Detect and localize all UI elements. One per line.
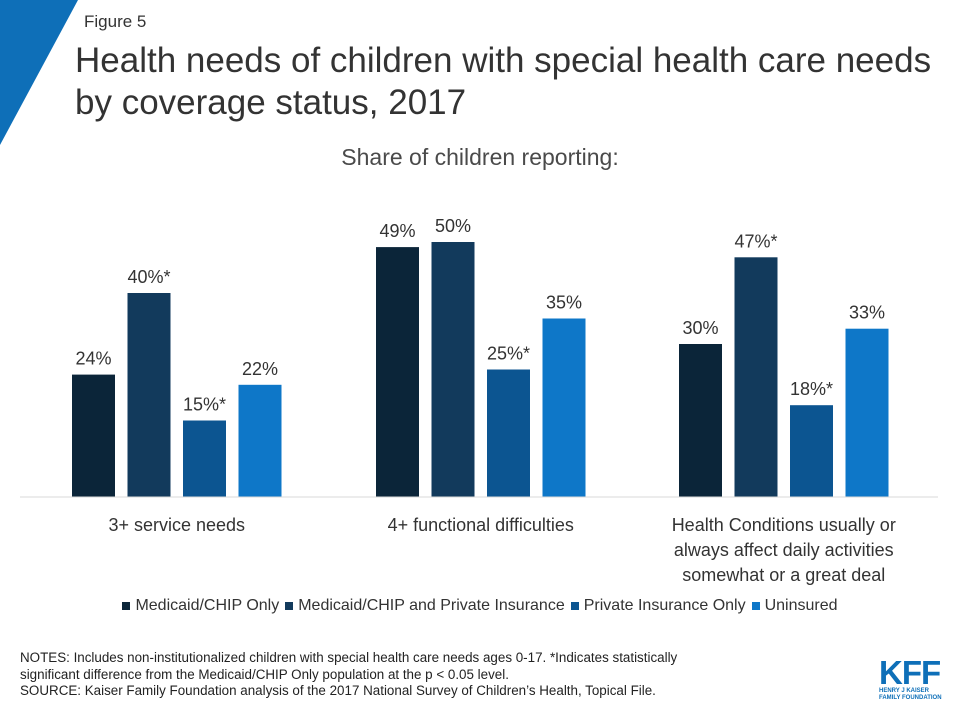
data-label: 33%	[849, 303, 885, 323]
value-labels-group: 24% 40%* 15%* 22% 49% 50% 25%* 35% 30% 47%* 18%* 33…	[75, 216, 885, 415]
category-label: 3+ service needs	[108, 515, 245, 535]
data-label: 49%	[379, 221, 415, 241]
category-label: 4+ functional difficulties	[388, 515, 574, 535]
figure-label: Figure 5	[84, 12, 147, 31]
corner-triangle	[0, 0, 78, 145]
legend-label: Uninsured	[764, 597, 838, 614]
bar	[183, 420, 226, 497]
bar	[376, 247, 419, 497]
data-label: 22%	[242, 359, 278, 379]
legend-swatch	[570, 602, 579, 610]
data-label: 50%	[435, 216, 471, 236]
legend-item: Medicaid/CHIP Only	[122, 597, 279, 615]
bar	[845, 328, 889, 497]
data-label: 15%*	[183, 395, 226, 415]
notes: NOTES: Includes non-institutionalized ch…	[20, 650, 820, 700]
data-label: 30%	[682, 318, 718, 338]
bar	[487, 369, 530, 497]
bar	[127, 293, 171, 497]
kff-logo: KFF HENRY J KAISER FAMILY FOUNDATION	[879, 654, 945, 702]
bar-chart: 24% 40%* 15%* 22% 49% 50% 25%* 35% 30% 47%* 18%* 33…	[20, 216, 938, 585]
notes-line: significant difference from the Medicaid…	[20, 666, 509, 682]
bar	[238, 384, 282, 497]
category-label: Health Conditions usually or	[672, 515, 896, 535]
legend-swatch	[122, 602, 131, 610]
category-label: always affect daily activities	[674, 540, 894, 560]
legend-label: Medicaid/CHIP and Private Insurance	[298, 597, 565, 614]
legend-item: Medicaid/CHIP and Private Insurance	[285, 597, 565, 615]
category-label: somewhat or a great deal	[682, 565, 885, 585]
bar	[431, 242, 475, 497]
data-label: 47%*	[734, 231, 777, 251]
data-label: 40%*	[127, 267, 170, 287]
data-label: 35%	[546, 293, 582, 313]
data-label: 25%*	[487, 344, 530, 364]
logo-subtext: FAMILY FOUNDATION	[879, 695, 942, 701]
legend-item: Private Insurance Only	[570, 597, 746, 615]
legend-label: Medicaid/CHIP Only	[135, 597, 280, 614]
data-label: 18%*	[790, 379, 833, 399]
chart-title: Health needs of children with special he…	[75, 41, 932, 122]
logo-text: KFF	[879, 654, 941, 691]
logo-subtext: HENRY J KAISER	[879, 688, 930, 694]
bar	[72, 374, 115, 497]
category-labels-group: 3+ service needs 4+ functional difficulti…	[108, 515, 895, 585]
bar	[679, 344, 722, 497]
corner-accent	[0, 0, 78, 145]
notes-line: NOTES: Includes non-institutionalized ch…	[20, 650, 678, 665]
bar	[790, 405, 833, 497]
legend-swatch	[751, 602, 760, 610]
legend-item: Uninsured	[751, 597, 838, 615]
bar	[734, 257, 778, 497]
legend: Medicaid/CHIP Only Medicaid/CHIP and Priv…	[0, 597, 960, 615]
data-label: 24%	[75, 349, 111, 369]
chart-subtitle: Share of children reporting:	[341, 144, 619, 170]
source-line: SOURCE: Kaiser Family Foundation analysi…	[20, 683, 656, 698]
legend-label: Private Insurance Only	[583, 597, 746, 614]
legend-swatch	[285, 602, 294, 610]
bars-group	[72, 242, 889, 497]
bar	[542, 318, 586, 497]
